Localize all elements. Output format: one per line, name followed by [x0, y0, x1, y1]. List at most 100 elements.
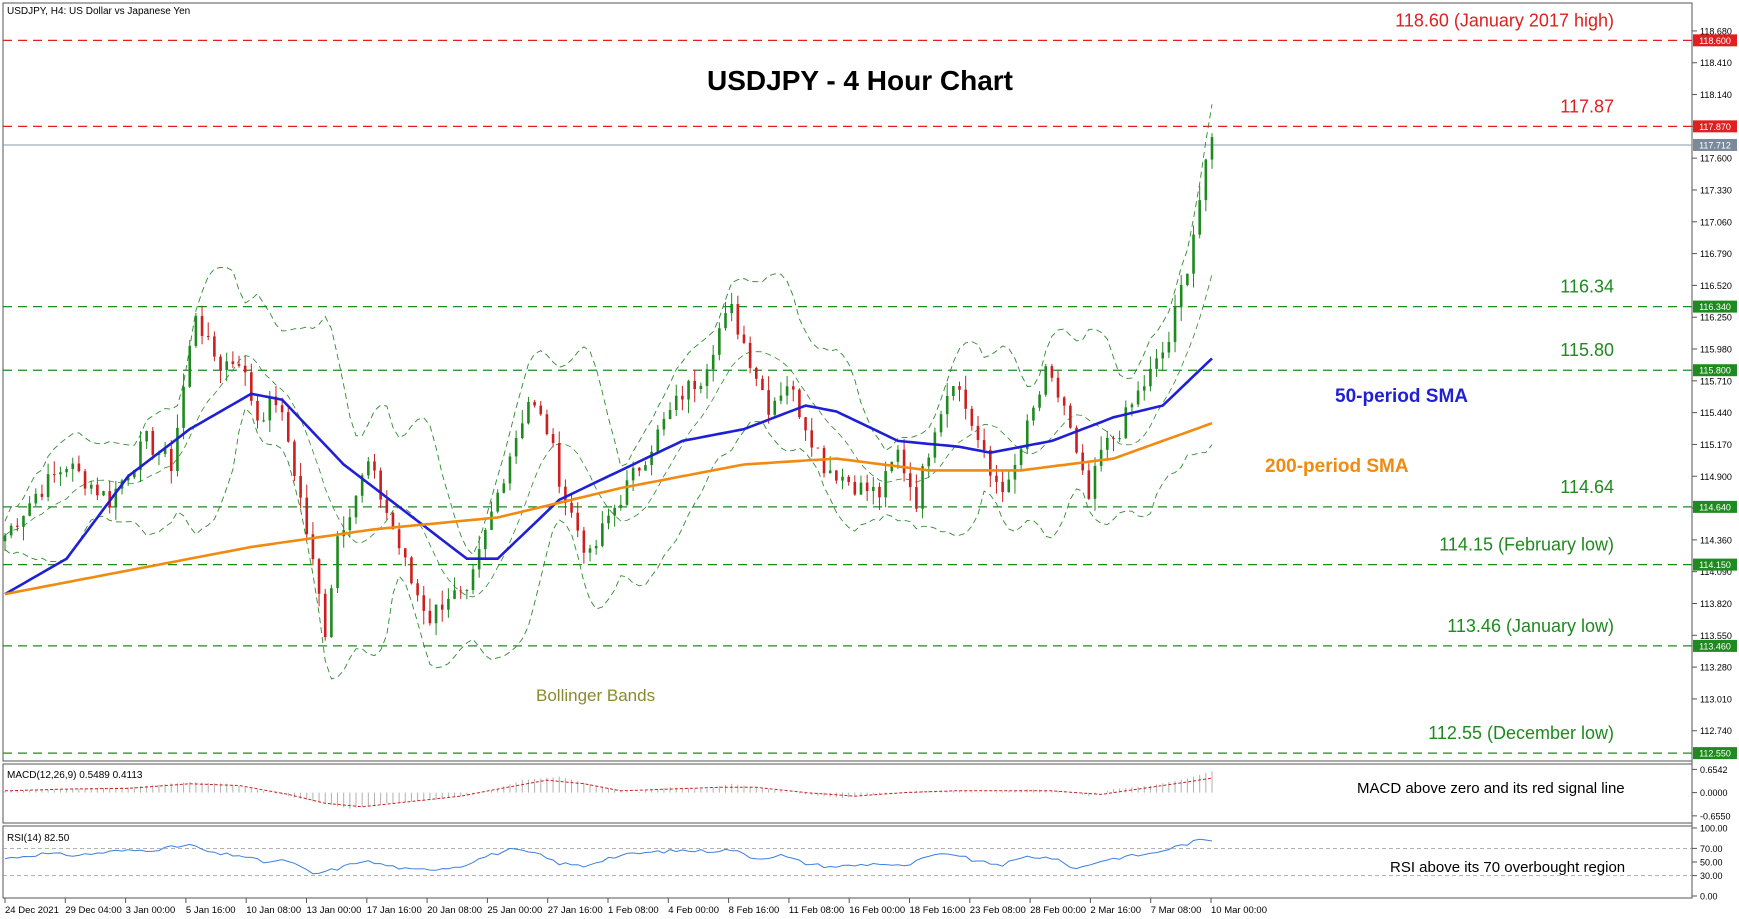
candle-body [748, 342, 752, 368]
candle-body [1204, 159, 1208, 201]
candle-body [644, 465, 647, 471]
candle-body [1149, 368, 1152, 387]
level-label: 118.60 (January 2017 high) [1395, 10, 1614, 30]
candle-body [1106, 437, 1109, 450]
candle-body [607, 515, 610, 524]
candle-body [59, 472, 62, 475]
candle-body [816, 447, 820, 449]
level-tag-label: 114.150 [1699, 560, 1731, 570]
level-tag [1693, 639, 1737, 652]
candle-body [367, 461, 370, 476]
time-tick-label: 29 Dec 04:00 [65, 905, 122, 916]
candle-body [650, 451, 653, 466]
price-tick-label: 118.140 [1700, 90, 1732, 100]
candle-body [102, 491, 105, 496]
candle-body [804, 417, 807, 431]
level-tag-label: 114.640 [1699, 502, 1731, 512]
candle-body [250, 372, 253, 401]
candle-body [373, 461, 376, 471]
bollinger-lower [4, 407, 1213, 680]
moving-averages [4, 357, 1213, 596]
candle-body [1124, 407, 1128, 439]
rsi-line [4, 838, 1213, 875]
candle-body [915, 487, 918, 509]
level-tag-label: 115.800 [1699, 366, 1731, 376]
candle-body [1007, 479, 1011, 493]
candle-body [594, 545, 598, 549]
candle-body [34, 493, 38, 504]
level-label: 114.15 (February low) [1439, 535, 1614, 555]
candle-body [878, 486, 881, 498]
candle-body [1032, 407, 1035, 421]
sma200-annotation: 200-period SMA [1265, 456, 1409, 477]
candle-body [410, 557, 413, 584]
bollinger-upper [4, 104, 1213, 556]
candle-body [151, 430, 155, 455]
candle-body [453, 590, 456, 599]
time-tick-label: 10 Mar 00:00 [1211, 905, 1267, 916]
price-tick-label: 115.710 [1700, 376, 1732, 386]
candle-body [1062, 397, 1066, 406]
candle-body [336, 536, 339, 589]
candle-body [1198, 200, 1201, 235]
candle-body [945, 395, 949, 415]
rsi-tick-label: 100.00 [1700, 824, 1728, 834]
candle-body [268, 396, 272, 421]
candle-body [428, 610, 432, 624]
candle-body [564, 486, 567, 503]
candle-body [576, 512, 580, 531]
time-tick-label: 3 Jan 00:00 [126, 905, 176, 916]
candle-body [847, 476, 850, 482]
candle-body [619, 504, 623, 508]
candle-body [828, 470, 832, 474]
candle-body [1044, 366, 1048, 395]
candle-body [77, 463, 81, 472]
candle-body [1192, 234, 1195, 274]
level-tag-label: 117.870 [1699, 122, 1731, 132]
candle-body [1179, 285, 1183, 308]
candle-body [742, 334, 746, 343]
price-tick-label: 115.440 [1700, 408, 1732, 418]
candle-body [1112, 437, 1115, 439]
candle-body [1075, 427, 1078, 453]
candle-body [527, 401, 530, 424]
time-axis: 24 Dec 2021 29 Dec 04:00 3 Jan 00:00 5 Jan … [4, 898, 1267, 916]
level-tag-label: 112.550 [1699, 749, 1731, 759]
time-tick-label: 16 Feb 00:00 [849, 905, 905, 916]
level-label: 113.46 (January low) [1447, 616, 1614, 636]
candle-body [514, 438, 518, 457]
candle-body [1019, 448, 1023, 465]
candle-body [662, 419, 666, 430]
rsi-header: RSI(14) 82.50 [7, 833, 70, 844]
candle-body [724, 313, 727, 329]
candle-body [865, 482, 869, 492]
candle-body [853, 481, 857, 495]
candle-body [145, 430, 148, 442]
candle-body [582, 530, 586, 553]
candle-body [126, 477, 130, 481]
price-tick-label: 113.280 [1700, 663, 1732, 673]
level-label: 116.34 [1560, 277, 1614, 297]
candle-body [219, 356, 222, 370]
candle-body [65, 469, 68, 473]
candle-body [274, 396, 278, 406]
candle-body [422, 595, 426, 611]
candle-body [440, 604, 444, 610]
candle-body [1155, 358, 1158, 369]
rsi-tick-label: 50.00 [1700, 858, 1723, 868]
candle-body [96, 484, 99, 496]
current-price-label: 117.712 [1699, 140, 1731, 150]
time-tick-label: 2 Mar 16:00 [1090, 905, 1141, 916]
candle-body [293, 441, 296, 476]
price-tick-label: 117.330 [1700, 185, 1732, 195]
candle-body [200, 315, 204, 336]
candle-body [545, 414, 549, 435]
candle-body [970, 408, 974, 426]
candle-body [601, 523, 604, 546]
candle-body [687, 380, 690, 400]
level-tag [1693, 120, 1737, 133]
candle-body [1050, 366, 1054, 378]
candle-body [637, 467, 641, 471]
macd-indicator: 0.6542 0.0000 -0.6550 [4, 765, 1731, 821]
